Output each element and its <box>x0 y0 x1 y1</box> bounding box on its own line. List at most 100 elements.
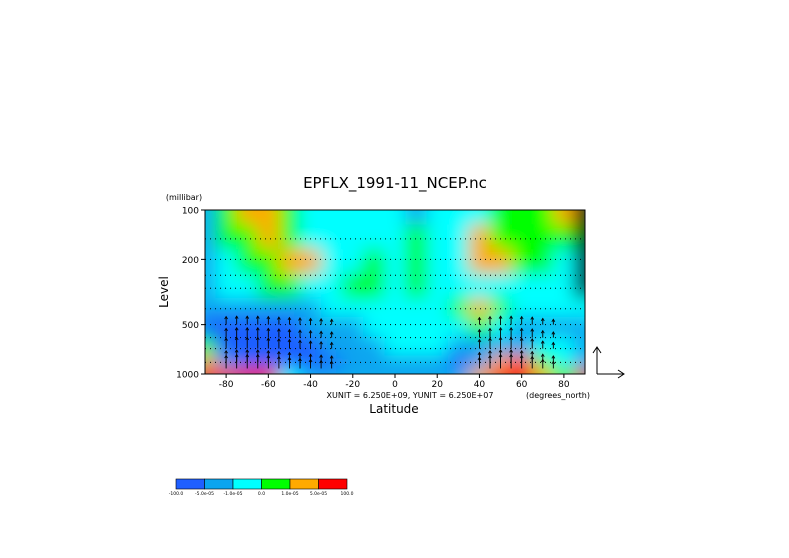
flux-vector <box>498 326 503 338</box>
flux-vector <box>498 336 503 349</box>
field-cell <box>278 210 301 225</box>
field-cell <box>574 249 585 275</box>
colorbar-swatch <box>204 478 234 490</box>
flux-vector <box>540 340 545 349</box>
flux-vector <box>245 315 250 325</box>
reference-vector <box>592 346 625 379</box>
field-cell <box>384 316 406 338</box>
colorbar-swatch <box>261 478 291 490</box>
field-cell <box>205 298 216 318</box>
field-cell <box>300 368 322 374</box>
field-cell <box>384 224 406 250</box>
field-cell <box>447 273 470 299</box>
flux-vector <box>319 359 323 369</box>
flux-vector <box>530 328 535 338</box>
field-cell <box>468 249 491 275</box>
field-cell <box>447 355 470 369</box>
field-cell <box>363 273 385 299</box>
field-cell <box>490 224 512 250</box>
field-cell <box>300 273 322 299</box>
field-cell <box>511 210 533 225</box>
field-cell <box>490 249 512 275</box>
y-tick-label: 500 <box>182 321 199 331</box>
field-cell <box>300 210 322 225</box>
field-cell <box>300 316 322 338</box>
flux-vector <box>329 318 334 325</box>
field-cell <box>384 273 406 299</box>
field-cell <box>363 368 385 374</box>
x-axis-label: Latitude <box>369 402 418 416</box>
field-cell <box>553 210 575 225</box>
field-cell <box>447 316 470 338</box>
flux-vector <box>329 341 334 349</box>
field-cell <box>363 298 385 318</box>
field-cell <box>574 355 585 369</box>
flux-vector <box>319 340 323 349</box>
flux-vector <box>287 328 292 338</box>
field-cell <box>236 249 259 275</box>
field-cell <box>321 210 343 225</box>
field-cell <box>363 249 385 275</box>
field-cell <box>342 316 364 338</box>
field-cell <box>215 316 238 338</box>
flux-vector <box>277 338 281 349</box>
flux-vector <box>224 354 228 369</box>
field-cell <box>532 210 554 225</box>
field-cell <box>405 224 428 250</box>
flux-vector <box>298 317 302 325</box>
field-cell <box>236 210 259 225</box>
flux-vector <box>530 316 535 325</box>
field-cell <box>257 273 280 299</box>
x-tick-label: -80 <box>219 380 234 390</box>
field-cell <box>321 316 343 338</box>
field-cell <box>447 224 470 250</box>
flux-vector <box>277 328 281 338</box>
field-cell <box>405 368 428 374</box>
plot-area <box>205 210 585 374</box>
field-cell <box>215 224 238 250</box>
flux-vector <box>551 331 556 338</box>
field-cell <box>574 224 585 250</box>
field-cell <box>447 336 470 356</box>
field-cell <box>321 224 343 250</box>
flux-vector <box>488 315 492 325</box>
field-cell <box>257 249 280 275</box>
field-cell <box>342 336 364 356</box>
flux-vector <box>266 337 271 349</box>
y-axis-ticks: 100 200 500 1000 <box>176 207 205 381</box>
flux-vector <box>540 317 545 325</box>
field-cell <box>205 316 216 338</box>
field-cell <box>426 316 449 338</box>
flux-vector <box>519 337 524 349</box>
field-cell <box>426 368 449 374</box>
field-cell <box>384 210 406 225</box>
field-cell <box>363 316 385 338</box>
colorbar-label: 100.0 <box>341 491 354 497</box>
field-cell <box>532 273 554 299</box>
field-cell <box>384 336 406 356</box>
flux-vector <box>530 355 535 369</box>
field-cell <box>447 249 470 275</box>
flux-vector <box>519 315 524 325</box>
flux-vector <box>266 354 271 369</box>
flux-vector <box>255 353 260 369</box>
field-cell <box>468 210 491 225</box>
flux-vector <box>477 338 482 349</box>
colorbar-swatch <box>318 478 348 490</box>
field-cell <box>426 273 449 299</box>
field-cell <box>553 273 575 299</box>
field-cell <box>278 249 301 275</box>
field-cell <box>342 273 364 299</box>
flux-vector <box>298 339 302 349</box>
field-cell <box>490 298 512 318</box>
field-cell <box>574 273 585 299</box>
flux-vector <box>234 326 239 338</box>
flux-vector <box>224 315 228 325</box>
flux-vector <box>255 336 260 349</box>
field-cell <box>342 249 364 275</box>
field-cell <box>257 316 280 338</box>
flux-vector <box>488 327 492 338</box>
colorbar-label: 1.0e-05 <box>281 491 298 497</box>
flux-vector <box>319 330 323 338</box>
